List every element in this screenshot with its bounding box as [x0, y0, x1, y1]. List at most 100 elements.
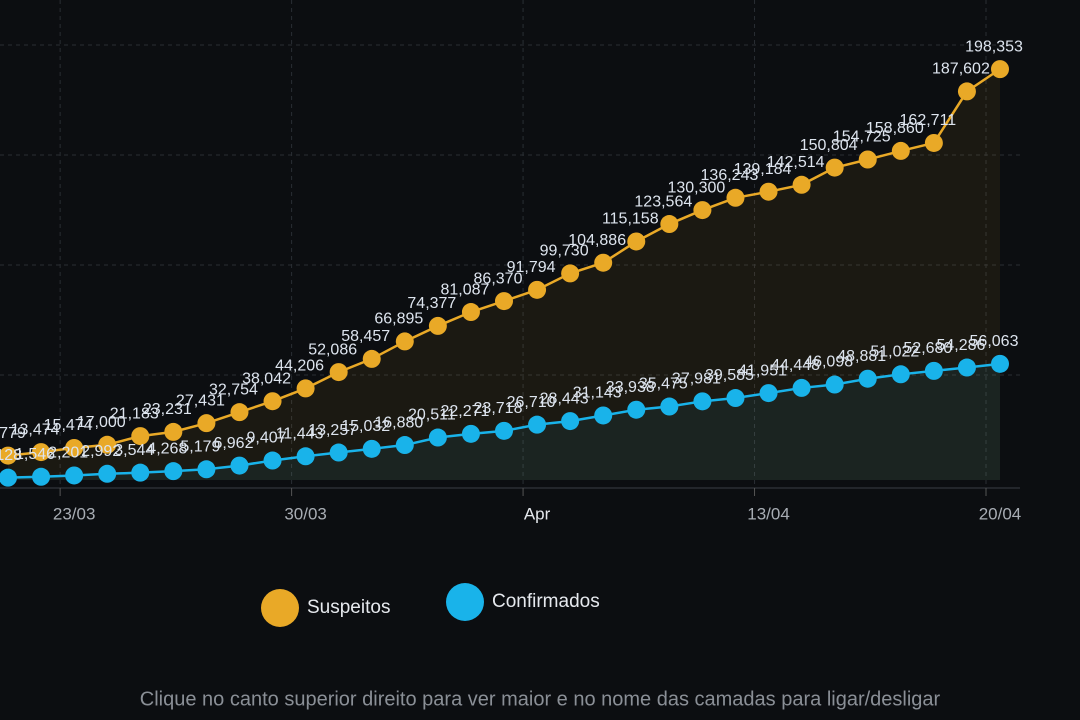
- data-label: 142,514: [767, 154, 825, 171]
- data-point: [759, 182, 778, 201]
- data-point: [495, 421, 513, 440]
- data-point: [296, 447, 315, 466]
- data-point: [65, 438, 84, 457]
- data-point: [627, 400, 646, 419]
- data-point: [891, 141, 910, 160]
- data-label: 26,710: [507, 394, 556, 411]
- data-label: 2,201: [48, 445, 88, 462]
- x-tick-label: 13/04: [747, 504, 790, 523]
- data-label: 139,184: [734, 161, 792, 178]
- data-label: 17,000: [77, 414, 126, 431]
- data-label: 27,431: [176, 392, 225, 409]
- data-point: [858, 369, 877, 388]
- data-point: [197, 460, 216, 479]
- data-label: 150,804: [800, 137, 858, 154]
- data-label: 41,951: [738, 362, 787, 379]
- data-point: [395, 332, 414, 351]
- data-point: [164, 422, 183, 441]
- data-point: [924, 133, 943, 152]
- data-point: [461, 424, 480, 443]
- data-point: [825, 158, 844, 177]
- data-point: [296, 379, 315, 398]
- data-point: [924, 361, 943, 380]
- data-point: [362, 349, 381, 368]
- data-label: 46,098: [804, 354, 853, 371]
- data-label: 9,407: [247, 430, 287, 447]
- data-label: 187,602: [932, 61, 990, 78]
- data-point: [693, 392, 712, 411]
- data-label: 15,032: [341, 418, 390, 435]
- data-label: 115,158: [602, 211, 659, 228]
- data-point: [594, 406, 613, 425]
- data-label: 33,938: [606, 379, 655, 396]
- data-label: 13,474: [11, 421, 60, 438]
- data-point: [329, 363, 348, 382]
- data-point: [0, 446, 17, 465]
- data-label: 4,268: [147, 440, 187, 457]
- x-tick-label: 23/03: [53, 504, 96, 523]
- data-label: 16,880: [374, 414, 423, 431]
- data-label: 81,087: [440, 281, 489, 298]
- data-label: 39,585: [705, 367, 754, 384]
- data-point: [32, 467, 51, 486]
- data-point: [660, 215, 679, 234]
- data-label: 32,754: [209, 381, 258, 398]
- x-tick-label: 20/04: [979, 504, 1022, 523]
- data-point: [131, 463, 150, 482]
- legend-marker: [261, 589, 299, 627]
- data-point: [594, 253, 613, 272]
- data-point: [561, 264, 580, 283]
- data-point: [991, 354, 1009, 373]
- data-label: 23,718: [474, 400, 523, 417]
- data-label: 28,443: [540, 390, 589, 407]
- data-label: 123,564: [634, 193, 692, 210]
- data-label: 158,860: [866, 120, 924, 137]
- data-point: [98, 435, 117, 454]
- data-label: 44,448: [771, 357, 820, 374]
- data-label: 35,475: [639, 376, 688, 393]
- data-point: [957, 358, 976, 377]
- data-label: 154,725: [833, 129, 891, 146]
- data-label: 1,128: [0, 447, 22, 464]
- data-label: 38,042: [242, 370, 291, 387]
- data-label: 31,143: [573, 385, 622, 402]
- data-point: [957, 82, 976, 101]
- data-label: 37,981: [672, 371, 721, 388]
- data-point: [726, 188, 745, 207]
- data-label: 6,962: [213, 435, 253, 452]
- data-label: 11,779: [0, 425, 26, 442]
- data-point: [428, 316, 447, 335]
- legend-label: Suspeitos: [307, 597, 390, 618]
- data-label: 130,300: [667, 179, 725, 196]
- data-label: 15,474: [44, 417, 93, 434]
- data-label: 5,179: [180, 438, 220, 455]
- data-point: [98, 464, 117, 483]
- data-point: [792, 175, 811, 194]
- data-point: [131, 427, 150, 446]
- data-point: [759, 384, 778, 403]
- data-point: [32, 443, 51, 462]
- data-label: 56,063: [970, 333, 1019, 350]
- data-label: 1,546: [15, 446, 55, 463]
- data-label: 104,886: [568, 232, 626, 249]
- data-point: [0, 468, 17, 487]
- data-point: [428, 428, 447, 447]
- data-label: 23,231: [143, 401, 192, 418]
- data-label: 51,022: [870, 344, 919, 361]
- x-tick-label: Apr: [524, 504, 551, 523]
- data-point: [561, 412, 580, 431]
- data-point: [263, 451, 282, 470]
- data-point: [991, 60, 1009, 79]
- data-label: 99,730: [540, 243, 589, 260]
- data-point: [329, 443, 348, 462]
- data-label: 74,377: [407, 295, 456, 312]
- area-fill: [8, 363, 1000, 480]
- x-tick-label: 30/03: [284, 504, 327, 523]
- data-label: 11,443: [276, 426, 324, 443]
- data-label: 58,457: [341, 328, 390, 345]
- data-point: [461, 303, 480, 322]
- data-point: [230, 403, 249, 422]
